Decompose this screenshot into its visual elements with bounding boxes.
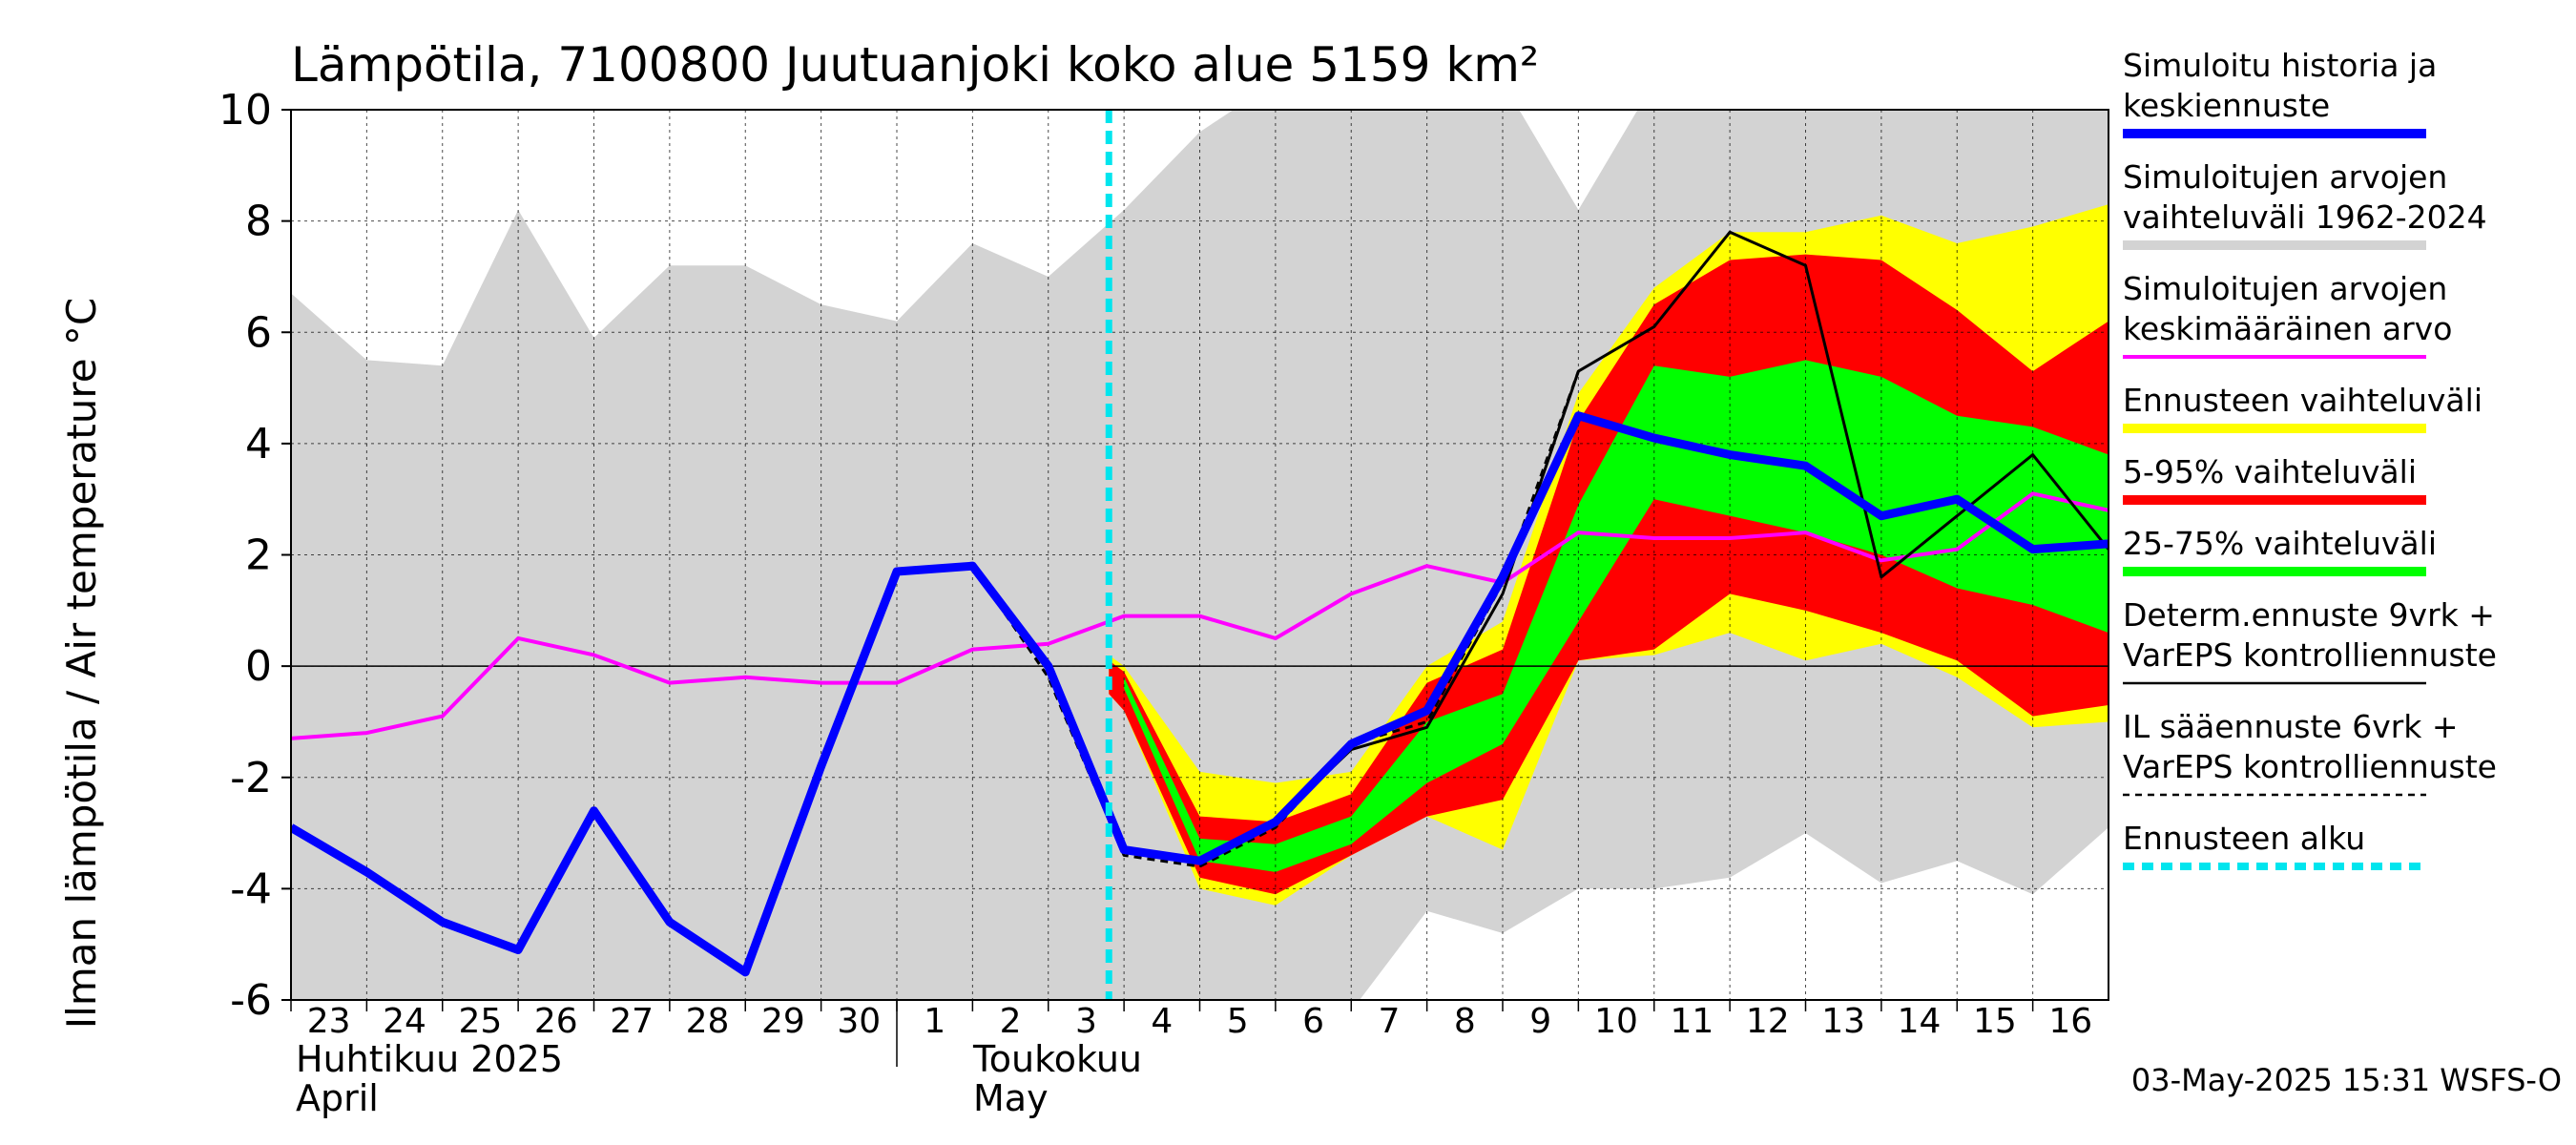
y-tick-label: 6 (245, 308, 272, 357)
y-tick-label: 0 (245, 642, 272, 691)
x-tick-label: 15 (1973, 1002, 2017, 1041)
legend-label-6: VarEPS kontrolliennuste (2123, 636, 2497, 674)
x-tick-label: 25 (459, 1002, 503, 1041)
y-tick-label: -6 (230, 976, 272, 1025)
x-tick-label: 5 (1227, 1002, 1249, 1041)
plot-area: -6 -4 -2 0 2 4 6 8 10 (218, 86, 2109, 1025)
x-tick-label: 7 (1378, 1002, 1400, 1041)
x-tick-label: 28 (686, 1002, 730, 1041)
legend-label-1: vaihteluväli 1962-2024 (2123, 198, 2487, 236)
x-tick-label: 29 (761, 1002, 805, 1041)
month-may-en: May (973, 1077, 1049, 1119)
y-axis-label: Ilman lämpötila / Air temperature °C (58, 298, 105, 1029)
series-line-3 (291, 411, 2109, 977)
x-tick-label: 11 (1671, 1002, 1714, 1041)
x-tick-label: 2 (1000, 1002, 1022, 1041)
x-tick-label: 1 (924, 1002, 945, 1041)
timestamp: 03-May-2025 15:31 WSFS-O (2131, 1062, 2562, 1098)
legend-label-7: IL sääennuste 6vrk + (2123, 708, 2459, 745)
x-axis-labels: 23 24 25 26 27 28 29 30 1 2 3 4 5 6 7 8 9 10 11 12 13 14 15 16 (290, 1000, 2092, 1067)
legend-label-2: keskimääräinen arvo (2123, 310, 2452, 347)
legend-label-0: Simuloitu historia ja (2123, 47, 2437, 84)
y-tick-label: -4 (230, 864, 272, 913)
series-line-0 (291, 491, 2109, 740)
legend-label-3: Ennusteen vaihteluväli (2123, 382, 2483, 419)
x-tick-label: 27 (610, 1002, 654, 1041)
plot-inner (291, 110, 2109, 1000)
legend-label-8: Ennusteen alku (2123, 820, 2365, 857)
x-tick-label: 4 (1151, 1002, 1173, 1041)
legend-label-7: VarEPS kontrolliennuste (2123, 748, 2497, 785)
x-tick-label: 3 (1075, 1002, 1097, 1041)
x-tick-label: 14 (1898, 1002, 1942, 1041)
x-tick-label: 26 (534, 1002, 578, 1041)
x-tick-label: 8 (1454, 1002, 1476, 1041)
x-tick-label: 10 (1594, 1002, 1638, 1041)
chart-title: Lämpötila, 7100800 Juutuanjoki koko alue… (291, 37, 1539, 93)
legend-label-4: 5-95% vaihteluväli (2123, 453, 2417, 490)
band-3 (1124, 360, 2109, 872)
legend-label-5: 25-75% vaihteluväli (2123, 525, 2437, 562)
month-april-en: April (296, 1077, 379, 1119)
y-tick-label: 4 (245, 420, 272, 468)
legend-label-0: keskiennuste (2123, 87, 2330, 124)
x-tick-label: 23 (307, 1002, 351, 1041)
y-tick-label: 8 (245, 198, 272, 246)
y-tick-label: -2 (230, 754, 272, 802)
month-may-fi: Toukokuu (972, 1038, 1142, 1080)
x-tick-label: 16 (2048, 1002, 2092, 1041)
x-tick-label: 6 (1302, 1002, 1324, 1041)
legend-label-6: Determ.ennuste 9vrk + (2123, 596, 2495, 634)
x-tick-label: 13 (1821, 1002, 1865, 1041)
x-tick-label: 24 (383, 1002, 426, 1041)
legend-label-2: Simuloitujen arvojen (2123, 270, 2447, 307)
legend-label-1: Simuloitujen arvojen (2123, 158, 2447, 196)
x-tick-label: 30 (837, 1002, 881, 1041)
y-tick-label: 2 (245, 531, 272, 580)
month-april-fi: Huhtikuu 2025 (296, 1038, 563, 1080)
x-tick-label: 9 (1529, 1002, 1551, 1041)
x-tick-label: 12 (1746, 1002, 1790, 1041)
y-tick-label: 10 (218, 86, 272, 135)
series-line-2 (896, 370, 1580, 868)
